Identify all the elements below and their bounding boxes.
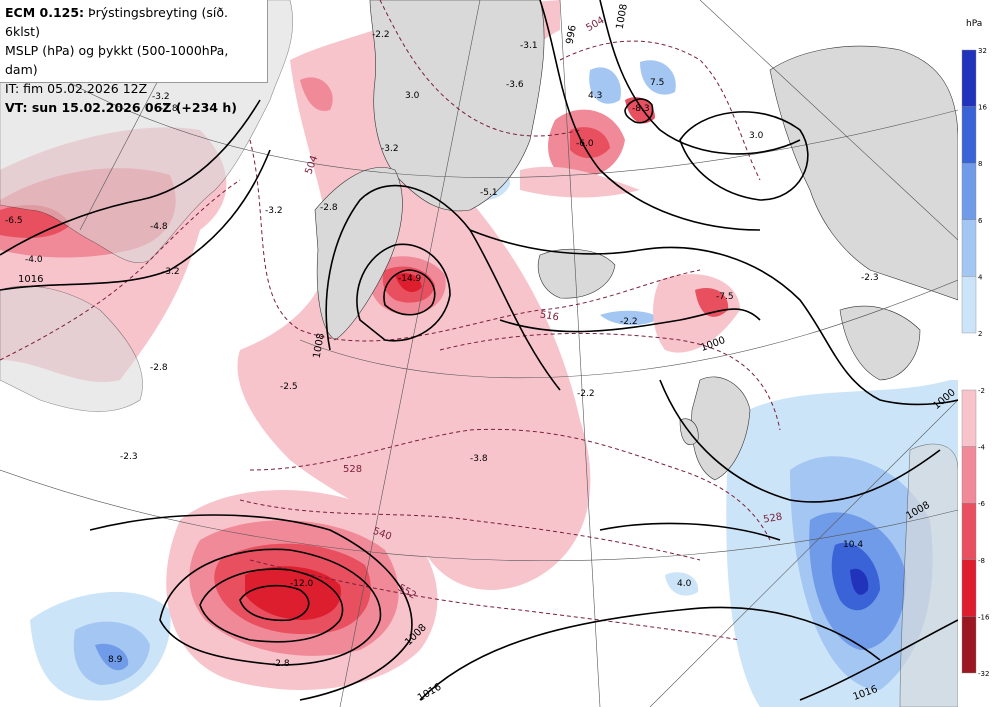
change-label: 4.3 (588, 91, 602, 101)
thickness-label: 516 (539, 309, 560, 323)
legend-tick-label: 8 (978, 160, 982, 168)
change-label: -2.3 (120, 452, 138, 462)
change-label: -2.8 (160, 104, 178, 114)
change-label: -2.8 (272, 659, 290, 669)
legend-colorbar: hPa 32 16 8 6 4 2 -2 -4 -6 -8 -16 -32 (958, 0, 1000, 707)
change-label: -4.8 (150, 222, 168, 232)
thickness-label: 528 (343, 464, 362, 475)
change-label: -6.0 (576, 139, 594, 149)
legend-tick-label: -8 (978, 557, 985, 565)
change-label: -14.9 (398, 274, 422, 284)
legend-swatch (961, 389, 977, 447)
change-label: -2.3 (861, 273, 879, 283)
legend-tick-label: 32 (978, 47, 987, 55)
isobar-label: 1016 (18, 274, 43, 285)
legend-tick-label: 6 (978, 217, 983, 225)
change-label: -3.2 (152, 92, 170, 102)
change-label: -2.2 (372, 30, 390, 40)
change-label: -5.1 (480, 188, 498, 198)
isobar-label: 1008 (615, 3, 630, 30)
legend-unit: hPa (966, 19, 982, 29)
mslp-isobars (0, 0, 958, 701)
info-valid-time: VT: sun 15.02.2026 06Z (+234 h) (5, 100, 237, 115)
legend-swatch (961, 616, 977, 674)
change-label: -3.2 (265, 206, 283, 216)
legend-swatch (961, 162, 977, 220)
thickness-label: 528 (762, 511, 783, 525)
legend-swatch (961, 49, 977, 107)
pressure-change-labels: -2.2 3.0 -3.2 -2.8 -3.2 -6.5 -4.0 -4.8 -… (5, 30, 879, 669)
change-label: 10.4 (843, 540, 863, 550)
legend-tick-label: -2 (978, 387, 985, 395)
isobar-label: 1008 (312, 332, 327, 359)
change-label: -3.8 (470, 454, 488, 464)
info-title: ECM 0.125: Þrýstingsbreyting (síð. 6klst… (5, 5, 228, 39)
change-label: -12.0 (290, 579, 314, 589)
change-label: 7.5 (650, 78, 664, 88)
legend-red-bar (961, 389, 977, 674)
legend-swatch (961, 106, 977, 164)
change-label: 4.0 (677, 579, 692, 589)
change-label: -2.2 (577, 389, 595, 399)
info-initial-time: IT: fim 05.02.2026 12Z (5, 81, 148, 96)
legend-tick-label: 2 (978, 330, 982, 338)
legend-tick-label: -32 (978, 670, 989, 678)
change-label: -2.8 (150, 363, 168, 373)
legend-tick-label: -4 (978, 444, 986, 452)
thickness-label: 504 (584, 15, 606, 34)
legend-red-ticks: -2 -4 -6 -8 -16 -32 (978, 387, 990, 678)
legend-swatch (961, 219, 977, 277)
legend-tick-label: -16 (978, 613, 990, 621)
change-label: 8.9 (108, 655, 123, 665)
change-label: -2.8 (320, 203, 338, 213)
change-label: 3.0 (749, 131, 764, 141)
change-label: -3.2 (162, 267, 180, 277)
change-label: -6.5 (5, 216, 23, 226)
change-label: -3.1 (520, 41, 538, 51)
graticule (0, 0, 958, 707)
change-label: -4.0 (25, 255, 43, 265)
legend-swatch (961, 446, 977, 504)
legend-tick-label: -6 (978, 500, 986, 508)
legend-tick-label: 4 (978, 273, 983, 281)
legend-blue-bar (961, 49, 977, 334)
legend-tick-label: 16 (978, 104, 987, 112)
change-label: 3.0 (405, 91, 420, 101)
thickness-contours (0, 0, 781, 641)
change-label: -2.5 (280, 382, 298, 392)
info-subtitle: MSLP (hPa) og þykkt (500-1000hPa, dam) (5, 43, 229, 77)
change-label: -7.5 (716, 292, 734, 302)
legend-blue-ticks: 32 16 8 6 4 2 (978, 47, 987, 338)
change-label: -3.2 (381, 144, 399, 154)
legend-swatch (961, 559, 977, 617)
change-label: -2.2 (620, 317, 638, 327)
isobar-label: 996 (565, 24, 579, 45)
legend-swatch (961, 276, 977, 334)
isobar-label: 1016 (416, 682, 444, 704)
change-label: -8.3 (632, 104, 650, 114)
info-box: ECM 0.125: Þrýstingsbreyting (síð. 6klst… (0, 0, 268, 115)
legend-swatch (961, 503, 977, 561)
change-label: -3.6 (506, 80, 524, 90)
